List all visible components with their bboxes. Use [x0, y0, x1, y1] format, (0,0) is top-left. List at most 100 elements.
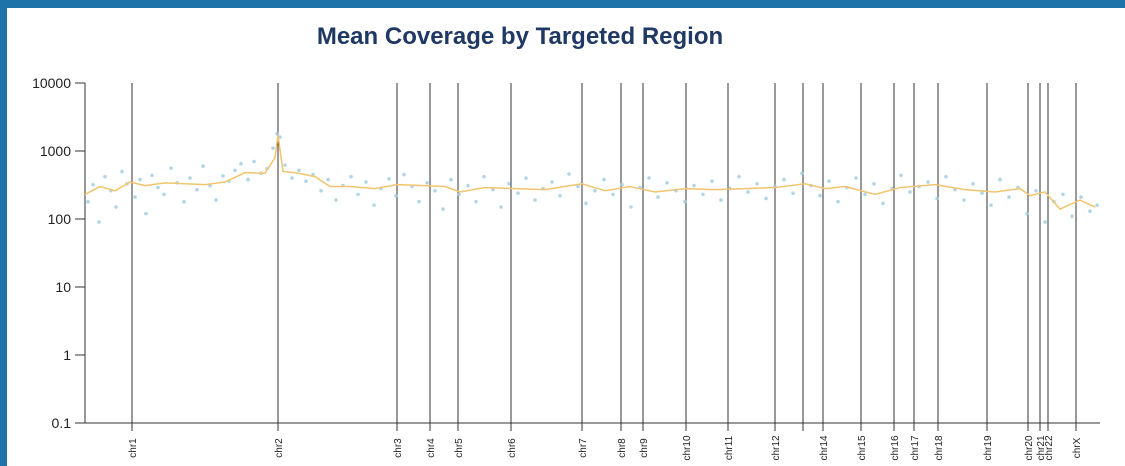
- point: [474, 199, 478, 204]
- point: [962, 198, 966, 202]
- x-tick-label: chr8: [617, 438, 628, 458]
- point: [188, 176, 192, 180]
- point: [692, 183, 696, 188]
- point: [764, 196, 768, 201]
- point: [593, 188, 597, 193]
- point: [387, 177, 391, 181]
- point: [499, 205, 503, 209]
- point: [737, 174, 741, 179]
- point: [791, 191, 795, 195]
- point: [533, 198, 537, 202]
- point: [576, 184, 580, 189]
- y-tick-label: 100: [48, 211, 72, 227]
- frame: [7, 8, 1125, 466]
- point: [326, 177, 330, 182]
- point: [782, 177, 786, 182]
- x-tick-label: chr3: [393, 438, 404, 458]
- x-tick-label: chr17: [910, 435, 921, 460]
- point: [239, 161, 243, 166]
- point: [271, 146, 275, 150]
- point: [201, 164, 205, 168]
- point: [394, 193, 398, 198]
- point: [701, 192, 705, 197]
- point: [935, 196, 939, 201]
- point: [356, 192, 360, 197]
- point: [656, 195, 660, 199]
- point: [989, 203, 993, 207]
- chart-title: Mean Coverage by Targeted Region: [317, 23, 723, 50]
- point: [1070, 214, 1074, 218]
- point: [683, 199, 687, 204]
- x-tick-label: chr11: [724, 435, 735, 460]
- x-tick-label: chr1: [128, 438, 139, 458]
- point: [719, 198, 723, 202]
- point: [710, 179, 714, 183]
- point: [1088, 209, 1092, 214]
- point: [908, 190, 912, 194]
- point: [150, 173, 154, 178]
- point: [195, 187, 199, 192]
- x-tick-label: chr21: [1036, 435, 1047, 460]
- point: [1007, 195, 1011, 199]
- point: [567, 172, 571, 176]
- point: [665, 181, 669, 185]
- x-tick-label: chr4: [426, 438, 437, 458]
- y-tick-label: 0.1: [52, 415, 72, 431]
- y-tick-label: 1: [63, 347, 71, 363]
- x-tick-label: chr5: [454, 438, 465, 458]
- point: [233, 168, 237, 173]
- point: [221, 174, 225, 178]
- point: [611, 192, 615, 197]
- point: [881, 201, 885, 206]
- x-tick-label: chr15: [857, 435, 868, 460]
- point: [1061, 192, 1065, 197]
- point: [114, 205, 118, 209]
- point: [926, 180, 930, 184]
- point: [97, 220, 101, 224]
- point: [800, 171, 804, 176]
- point: [283, 163, 287, 167]
- x-tick-label: chr12: [771, 435, 782, 460]
- y-tick-label: 10: [55, 279, 71, 295]
- point: [372, 203, 376, 207]
- point: [138, 177, 142, 182]
- point: [162, 192, 166, 197]
- point: [252, 159, 256, 164]
- x-tick-label: chr2: [274, 438, 285, 458]
- point: [334, 198, 338, 202]
- x-tick-label: chr22: [1044, 435, 1055, 460]
- point: [507, 181, 511, 186]
- x-tick-label: chr16: [890, 435, 901, 460]
- point: [818, 193, 822, 198]
- y-tick-label: 1000: [40, 143, 71, 159]
- point: [524, 176, 528, 180]
- point: [103, 174, 107, 179]
- point: [836, 199, 840, 204]
- point: [863, 192, 867, 197]
- point: [516, 191, 520, 195]
- point: [746, 190, 750, 194]
- point: [246, 177, 250, 182]
- x-tick-label: chrX: [1072, 437, 1083, 458]
- point: [944, 174, 948, 179]
- point: [1034, 188, 1038, 193]
- point: [482, 174, 486, 179]
- point: [998, 177, 1002, 182]
- point: [417, 199, 421, 204]
- point: [827, 179, 831, 183]
- point: [433, 188, 437, 193]
- x-tick-label: chr7: [578, 438, 589, 458]
- point: [1025, 211, 1029, 216]
- point: [872, 181, 876, 186]
- point: [854, 176, 858, 180]
- point: [1095, 203, 1099, 207]
- point: [755, 181, 759, 186]
- point: [491, 187, 495, 192]
- y-tick-label: 10000: [32, 75, 71, 91]
- point: [133, 195, 137, 199]
- point: [647, 176, 651, 180]
- point: [980, 191, 984, 195]
- point: [156, 185, 160, 190]
- point: [620, 182, 624, 187]
